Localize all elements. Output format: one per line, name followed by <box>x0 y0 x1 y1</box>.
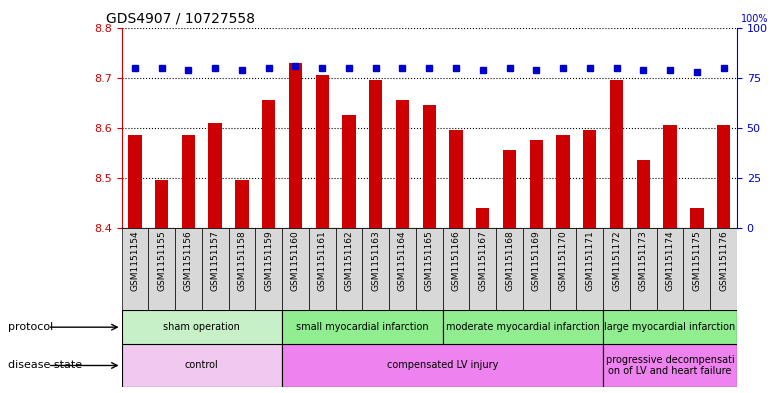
Text: GSM1151175: GSM1151175 <box>692 230 702 291</box>
Text: GSM1151165: GSM1151165 <box>425 230 434 291</box>
Text: sham operation: sham operation <box>163 322 240 332</box>
Bar <box>657 228 684 310</box>
Text: GSM1151168: GSM1151168 <box>505 230 514 291</box>
Text: 100%: 100% <box>741 14 768 24</box>
Text: GSM1151162: GSM1151162 <box>344 230 354 291</box>
Bar <box>557 135 570 228</box>
Bar <box>550 228 576 310</box>
Bar <box>603 228 630 310</box>
Text: GSM1151173: GSM1151173 <box>639 230 648 291</box>
Bar <box>229 228 256 310</box>
Bar <box>583 130 597 228</box>
Text: moderate myocardial infarction: moderate myocardial infarction <box>446 322 600 332</box>
Bar <box>182 135 195 228</box>
Text: small myocardial infarction: small myocardial infarction <box>296 322 429 332</box>
Bar <box>122 310 282 344</box>
Bar <box>529 140 543 228</box>
Bar <box>523 228 550 310</box>
Bar <box>369 80 383 228</box>
Text: GSM1151154: GSM1151154 <box>130 230 140 291</box>
Bar <box>315 75 329 228</box>
Text: GSM1151161: GSM1151161 <box>318 230 327 291</box>
Bar <box>443 228 470 310</box>
Text: GSM1151170: GSM1151170 <box>558 230 568 291</box>
Bar <box>416 228 443 310</box>
Bar <box>423 105 436 228</box>
Bar <box>443 310 603 344</box>
Bar <box>336 228 362 310</box>
Text: GSM1151169: GSM1151169 <box>532 230 541 291</box>
Text: GSM1151172: GSM1151172 <box>612 230 621 291</box>
Bar <box>710 228 737 310</box>
Bar <box>235 180 249 228</box>
Bar <box>389 228 416 310</box>
Bar <box>289 62 302 228</box>
Text: GSM1151167: GSM1151167 <box>478 230 488 291</box>
Text: GSM1151164: GSM1151164 <box>398 230 407 291</box>
Text: protocol: protocol <box>8 322 53 332</box>
Text: GDS4907 / 10727558: GDS4907 / 10727558 <box>106 12 255 26</box>
Text: GSM1151174: GSM1151174 <box>666 230 674 291</box>
Bar <box>603 344 737 387</box>
Bar <box>129 135 142 228</box>
Bar <box>603 310 737 344</box>
Text: progressive decompensati
on of LV and heart failure: progressive decompensati on of LV and he… <box>606 355 735 376</box>
Bar <box>576 228 603 310</box>
Bar <box>155 180 169 228</box>
Bar <box>362 228 389 310</box>
Bar <box>262 100 275 228</box>
Bar <box>690 208 703 228</box>
Text: control: control <box>185 360 219 371</box>
Text: GSM1151176: GSM1151176 <box>719 230 728 291</box>
Bar <box>343 115 356 228</box>
Bar <box>684 228 710 310</box>
Text: disease state: disease state <box>8 360 82 371</box>
Bar <box>148 228 175 310</box>
Bar <box>122 228 148 310</box>
Bar <box>256 228 282 310</box>
Text: GSM1151155: GSM1151155 <box>157 230 166 291</box>
Text: GSM1151171: GSM1151171 <box>586 230 594 291</box>
Bar <box>476 208 489 228</box>
Text: compensated LV injury: compensated LV injury <box>387 360 499 371</box>
Bar <box>496 228 523 310</box>
Text: GSM1151159: GSM1151159 <box>264 230 273 291</box>
Text: GSM1151160: GSM1151160 <box>291 230 300 291</box>
Bar <box>396 100 409 228</box>
Bar <box>630 228 657 310</box>
Bar <box>209 123 222 228</box>
Bar <box>449 130 463 228</box>
Bar <box>663 125 677 228</box>
Bar <box>282 344 603 387</box>
Text: GSM1151158: GSM1151158 <box>238 230 246 291</box>
Bar <box>175 228 201 310</box>
Text: GSM1151156: GSM1151156 <box>184 230 193 291</box>
Text: large myocardial infarction: large myocardial infarction <box>604 322 735 332</box>
Bar <box>470 228 496 310</box>
Bar <box>610 80 623 228</box>
Bar <box>637 160 650 228</box>
Bar <box>122 344 282 387</box>
Text: GSM1151163: GSM1151163 <box>371 230 380 291</box>
Text: GSM1151157: GSM1151157 <box>211 230 220 291</box>
Bar <box>309 228 336 310</box>
Text: GSM1151166: GSM1151166 <box>452 230 460 291</box>
Bar <box>503 150 516 228</box>
Bar <box>201 228 229 310</box>
Bar <box>282 310 443 344</box>
Bar <box>717 125 730 228</box>
Bar <box>282 228 309 310</box>
